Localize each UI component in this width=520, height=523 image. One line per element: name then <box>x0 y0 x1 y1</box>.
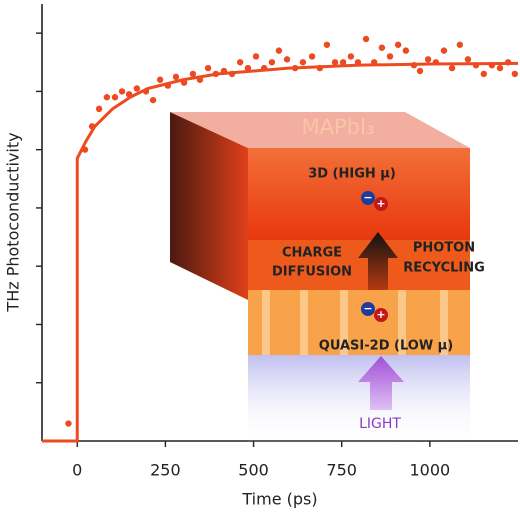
hole <box>374 308 388 322</box>
material-label: MAPbI₃ <box>301 115 374 139</box>
data-point <box>65 420 72 427</box>
data-point <box>149 96 157 104</box>
y-axis-label: THz Photoconductivity <box>4 132 23 312</box>
data-point <box>362 35 370 43</box>
data-point <box>111 94 119 101</box>
data-point <box>464 56 472 63</box>
data-point <box>133 85 141 92</box>
data-point <box>448 64 456 72</box>
svg-text:+: + <box>376 197 385 210</box>
data-point <box>156 76 164 83</box>
hole <box>374 197 388 211</box>
data-point <box>189 70 197 78</box>
diffusion-arrow <box>358 232 398 290</box>
plot-area: 0 250 500 750 1000 <box>36 4 519 480</box>
charge-signs: − +− + <box>363 191 385 321</box>
diffusion-label: DIFFUSION <box>272 265 352 280</box>
stripes <box>262 290 448 355</box>
data-point <box>95 105 103 113</box>
data-point <box>511 70 519 78</box>
inset-illustration: − +− + MAPbI₃ 3D (HIGH μ) CHARGE DIFFUSION… <box>170 112 485 445</box>
svg-text:−: − <box>363 191 372 204</box>
data-point <box>394 41 402 48</box>
data-point <box>252 53 260 60</box>
data-point <box>236 59 244 66</box>
data-point <box>204 64 212 72</box>
data-point <box>268 59 276 66</box>
data-point <box>283 56 291 63</box>
recycling-label: PHOTON <box>413 241 475 256</box>
data-point <box>347 53 355 60</box>
top-face <box>170 112 470 148</box>
light-label: LIGHT <box>359 416 401 432</box>
data-point <box>339 59 347 66</box>
side-face <box>170 112 248 300</box>
data-point <box>299 59 307 66</box>
data-point <box>456 41 464 48</box>
x-tick-label: 250 <box>150 461 181 480</box>
x-tick-label: 0 <box>72 461 82 480</box>
top-layer-label: 3D (HIGH μ) <box>308 167 396 182</box>
data-point <box>118 88 126 95</box>
svg-text:−: − <box>363 302 372 315</box>
fit-line <box>42 61 519 443</box>
recycling-label: RECYCLING <box>403 261 485 276</box>
diffusion-label: CHARGE <box>282 246 342 261</box>
layer-middle <box>248 240 470 290</box>
electron <box>361 191 375 205</box>
data-point <box>308 53 316 60</box>
x-axis-label: Time (ps) <box>241 490 317 509</box>
x-tick-label: 1000 <box>409 461 450 480</box>
svg-text:+: + <box>376 308 385 321</box>
bottom-layer-label: QUASI-2D (LOW μ) <box>319 339 453 354</box>
electron <box>361 302 375 316</box>
data-point <box>244 64 252 72</box>
data-point <box>424 56 432 63</box>
layer-quasi-2d <box>248 290 470 355</box>
data-point <box>331 59 339 66</box>
data-point <box>386 53 394 60</box>
data-point <box>416 67 424 75</box>
x-tick-label: 750 <box>326 461 357 480</box>
data-point <box>402 47 410 54</box>
light-region <box>248 350 470 445</box>
data-point <box>440 47 448 54</box>
x-tick-label: 500 <box>238 461 269 480</box>
data-point <box>275 47 283 54</box>
data-point <box>480 70 487 78</box>
data-point <box>378 44 386 51</box>
data-point <box>323 41 331 48</box>
data-point <box>496 64 504 72</box>
layer-3d <box>248 148 470 240</box>
data-point <box>103 94 111 101</box>
light-arrow <box>358 356 404 410</box>
data-point <box>172 73 180 81</box>
